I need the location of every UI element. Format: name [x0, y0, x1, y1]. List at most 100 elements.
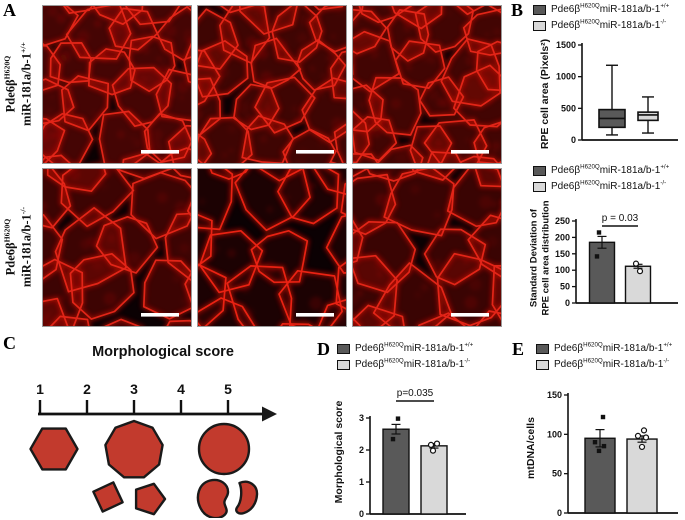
svg-text:5: 5	[224, 381, 232, 397]
micrograph-svg	[43, 6, 191, 163]
svg-text:1: 1	[359, 477, 364, 487]
arrowhead	[262, 406, 277, 422]
scale-bar	[296, 313, 334, 317]
bar-series-0	[382, 416, 410, 515]
scale-bar	[451, 313, 489, 317]
membranes	[198, 6, 346, 163]
significance-bracket: p=0.035	[396, 388, 434, 402]
axes: 0 50 100 150 200 250	[555, 216, 678, 308]
svg-text:3: 3	[130, 381, 138, 397]
svg-text:50: 50	[552, 469, 562, 479]
scale-bar	[141, 150, 179, 154]
bar-series-1	[420, 440, 448, 515]
membranes	[353, 169, 501, 326]
svg-text:50: 50	[560, 282, 570, 292]
ylabel-morph-score: Morphological score	[333, 400, 345, 504]
panel-label-c: C	[3, 333, 16, 353]
svg-text:100: 100	[547, 429, 562, 439]
legend-panel-b-bottom: Pde6βH620QmiR-181a/b-1+/+ Pde6βH620QmiR-…	[533, 164, 669, 196]
svg-text:100: 100	[555, 265, 570, 275]
micrograph-ko-3	[352, 168, 502, 327]
legend-label-wt: Pde6βH620QmiR-181a/b-1+/+	[551, 2, 670, 15]
legend-panel-b-top: Pde6βH620QmiR-181a/b-1+/+ Pde6βH620QmiR-…	[533, 3, 669, 35]
legend-item-ko: Pde6βH620QmiR-181a/b-1-/-	[536, 358, 672, 371]
small-blob	[235, 480, 259, 515]
genotype-line-2: miR-181a/b-1+/+	[17, 41, 33, 126]
micrograph-svg	[198, 169, 346, 326]
svg-text:0: 0	[571, 135, 576, 145]
legend-item-ko: Pde6βH620QmiR-181a/b-1-/-	[533, 180, 669, 193]
legend-label-wt: Pde6βH620QmiR-181a/b-1+/+	[554, 341, 673, 354]
legend-label-wt: Pde6βH620QmiR-181a/b-1+/+	[355, 341, 474, 354]
micrograph-ko-1	[42, 168, 192, 327]
rotated-square	[92, 481, 124, 513]
axes: 0 1 2 3	[359, 413, 466, 519]
svg-text:250: 250	[555, 216, 570, 226]
axes: 0 500 1000 1500	[556, 40, 678, 145]
svg-text:500: 500	[561, 103, 576, 113]
membranes	[198, 169, 346, 326]
legend-swatch-wt	[337, 343, 350, 354]
legend-item-ko: Pde6βH620QmiR-181a/b-1-/-	[533, 19, 669, 32]
legend-swatch-ko	[337, 359, 350, 370]
panel-a-row-label-wt: Pde6βH620Q miR-181a/b-1+/+	[2, 5, 40, 162]
micrograph-wt-3	[352, 5, 502, 164]
micrograph-ko-2	[197, 168, 347, 327]
svg-text:p = 0.03: p = 0.03	[602, 213, 639, 224]
genotype-line-1: Pde6βH620Q	[1, 218, 17, 275]
svg-text:200: 200	[555, 232, 570, 242]
box-series-0	[598, 64, 626, 136]
panel-label-b: B	[511, 0, 524, 20]
legend-label-wt: Pde6βH620QmiR-181a/b-1+/+	[551, 163, 670, 176]
svg-text:p=0.035: p=0.035	[397, 388, 434, 399]
scale-bar	[296, 150, 334, 154]
svg-text:0: 0	[359, 509, 364, 519]
membranes	[353, 6, 501, 163]
texture	[43, 169, 191, 326]
bar-series-0	[588, 230, 616, 304]
svg-text:1000: 1000	[556, 72, 576, 82]
svg-text:4: 4	[177, 381, 185, 397]
barchart-morph-score: 0 1 2 3 p=0.035	[359, 388, 466, 519]
legend-label-ko: Pde6βH620QmiR-181a/b-1-/-	[551, 18, 667, 31]
legend-item-wt: Pde6βH620QmiR-181a/b-1+/+	[533, 3, 669, 16]
significance-bracket: p = 0.03	[602, 213, 639, 227]
legend-label-ko: Pde6βH620QmiR-181a/b-1-/-	[551, 179, 667, 192]
micrograph-wt-2	[197, 5, 347, 164]
svg-text:1500: 1500	[556, 40, 576, 50]
legend-swatch-ko	[536, 359, 549, 370]
legend-panel-d: Pde6βH620QmiR-181a/b-1+/+ Pde6βH620QmiR-…	[337, 342, 473, 374]
panel-label-e: E	[512, 339, 525, 359]
scale-bar	[451, 150, 489, 154]
legend-swatch-wt	[533, 4, 546, 15]
svg-text:150: 150	[555, 249, 570, 259]
legend-item-wt: Pde6βH620QmiR-181a/b-1+/+	[533, 164, 669, 177]
legend-label-ko: Pde6βH620QmiR-181a/b-1-/-	[554, 357, 670, 370]
svg-text:0: 0	[565, 298, 570, 308]
morph-score-title: Morphological score	[92, 344, 234, 360]
box-series-1	[637, 96, 659, 134]
legend-item-wt: Pde6βH620QmiR-181a/b-1+/+	[337, 342, 473, 355]
legend-item-ko: Pde6βH620QmiR-181a/b-1-/-	[337, 358, 473, 371]
barchart-mtdna: 0 50 100 150	[547, 390, 678, 518]
micrograph-wt-1	[42, 5, 192, 164]
scale-bar	[141, 313, 179, 317]
svg-text:2: 2	[83, 381, 91, 397]
membranes	[43, 169, 191, 326]
pentagon	[134, 482, 167, 516]
irregular-blob	[196, 478, 230, 518]
svg-text:150: 150	[547, 390, 562, 400]
legend-swatch-wt	[533, 165, 546, 176]
svg-text:2: 2	[359, 445, 364, 455]
bar-series-1	[626, 427, 658, 514]
svg-text:3: 3	[359, 413, 364, 423]
legend-swatch-ko	[533, 181, 546, 192]
legend-swatch-wt	[536, 343, 549, 354]
bar-series-0	[584, 414, 616, 514]
svg-text:1: 1	[36, 381, 44, 397]
ylabel-sd-cell-area: Standard Deviation of RPE cell area dist…	[528, 199, 551, 316]
legend-panel-e: Pde6βH620QmiR-181a/b-1+/+ Pde6βH620QmiR-…	[536, 342, 672, 374]
genotype-line-1: Pde6βH620Q	[1, 55, 17, 112]
score-axis: 1 2 3 4 5	[36, 381, 277, 422]
